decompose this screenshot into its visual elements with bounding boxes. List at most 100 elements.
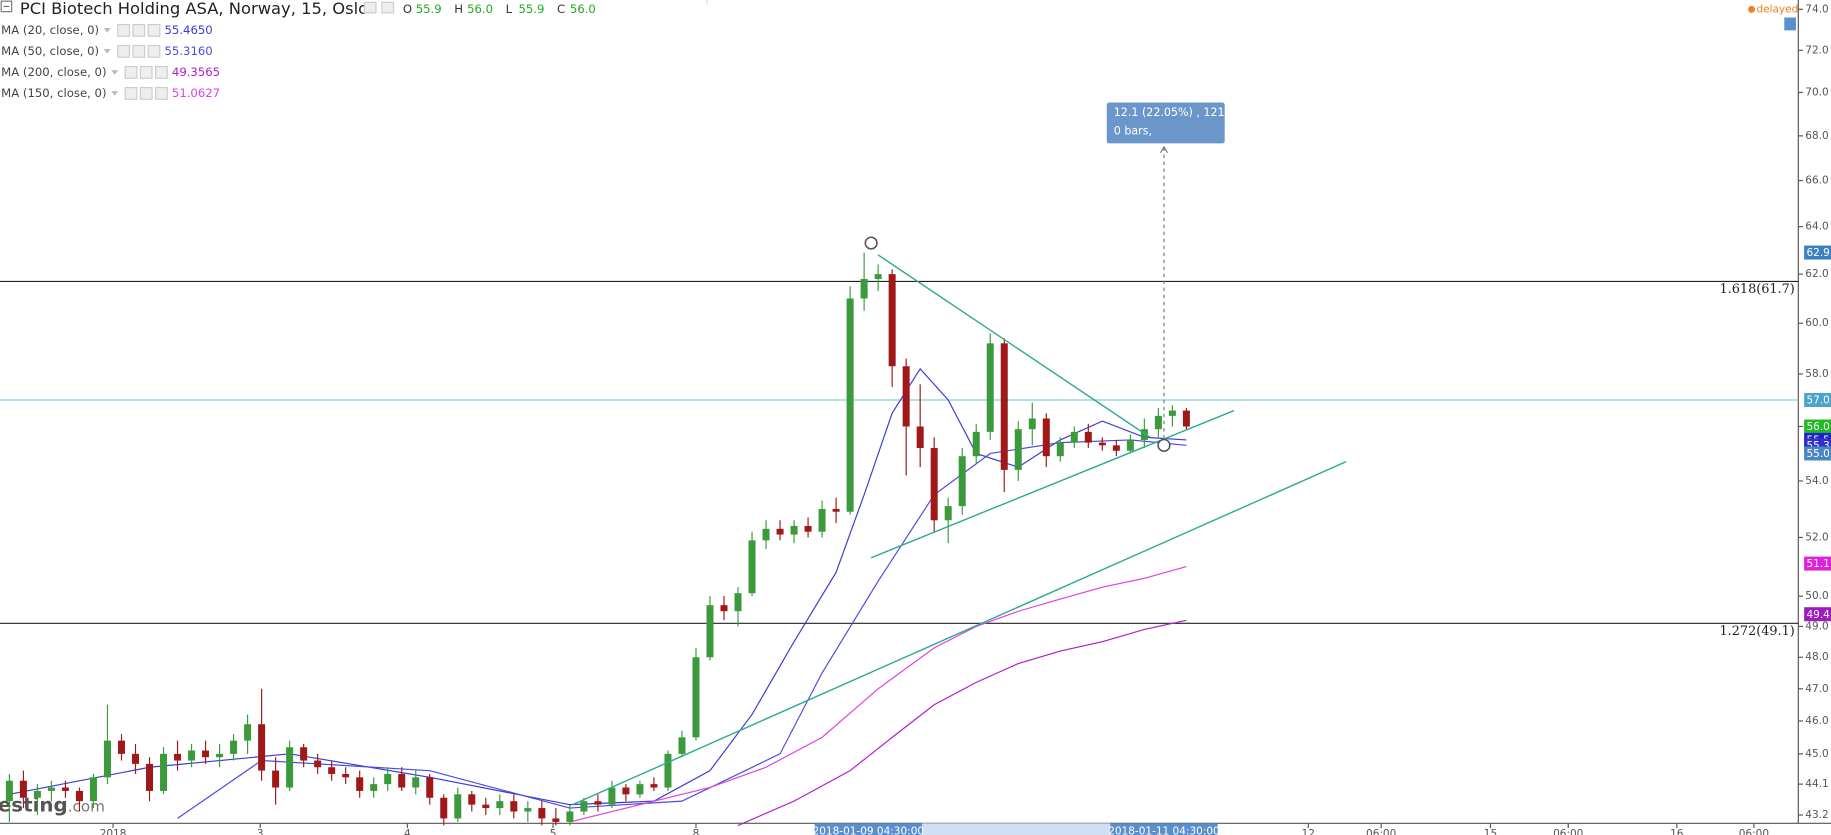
candle-body <box>1028 418 1036 430</box>
price-badge <box>1804 392 1831 408</box>
y-tick-label: 47.0 <box>1805 683 1828 695</box>
dropdown-caret <box>111 70 119 75</box>
indicator-icon <box>147 44 161 58</box>
candle-body <box>1112 445 1120 451</box>
x-tick-label: 06:00 <box>1366 828 1396 835</box>
candle-body <box>230 740 238 754</box>
indicator-name: MA (150, close, 0) <box>1 86 106 100</box>
candle-body <box>1168 410 1176 416</box>
candle-body <box>804 525 812 532</box>
measure-box <box>1106 102 1225 144</box>
candle-body <box>258 724 266 771</box>
candle-body <box>75 790 83 802</box>
candle-body <box>61 787 69 791</box>
price-badge-label: 62.9 <box>1806 247 1829 259</box>
header-icon <box>381 1 395 14</box>
candle-body <box>650 784 658 788</box>
dropdown-caret <box>103 28 111 33</box>
candle-body <box>482 804 490 809</box>
crosshair-range <box>922 823 1111 835</box>
measure-arrowhead <box>1159 145 1168 154</box>
y-tick-label: 46.0 <box>1805 715 1828 727</box>
candle-body <box>440 797 448 819</box>
candle-body <box>986 343 994 432</box>
x-tick-label: 4 <box>404 828 411 835</box>
candle-body <box>552 818 560 822</box>
candle-body <box>146 763 154 791</box>
candle-body <box>860 278 868 299</box>
indicator-name: MA (50, close, 0) <box>1 44 99 58</box>
candle-body <box>454 794 462 819</box>
candle-body <box>1070 431 1078 443</box>
candle-body <box>846 298 854 512</box>
status: delayed <box>1756 3 1798 15</box>
x-tick-label: 16 <box>1670 828 1684 835</box>
price-badge-label: 49.4 <box>1806 609 1830 621</box>
indicator-icon <box>117 23 131 37</box>
y-tick-label: 49.0 <box>1805 620 1828 632</box>
candle-body <box>1014 429 1022 470</box>
candle-body <box>1154 415 1162 430</box>
y-tick-label: 48.0 <box>1805 651 1828 663</box>
measure-text: 0 bars, <box>1114 125 1152 138</box>
indicator-icon <box>132 23 146 37</box>
ohlc-key: L <box>506 2 513 16</box>
price-badge <box>1804 419 1831 434</box>
candle-body <box>580 801 588 812</box>
candle-body <box>874 274 882 279</box>
dropdown-caret <box>111 91 119 96</box>
candle-body <box>1056 442 1064 457</box>
price-badge-label: 56.0 <box>1806 421 1829 433</box>
indicator-icon <box>132 44 146 58</box>
candle-body <box>174 753 182 761</box>
candle-body <box>958 456 966 507</box>
candle-body <box>566 811 574 822</box>
trend-line <box>870 409 1235 559</box>
header-divider <box>706 0 708 5</box>
candle-body <box>538 808 546 819</box>
candle-body <box>328 767 336 774</box>
candle-body <box>762 528 770 541</box>
y-tick-label: 54.0 <box>1805 475 1828 487</box>
candle-body <box>902 366 910 427</box>
y-tick-label: 45.0 <box>1805 748 1828 760</box>
candle-body <box>888 274 896 367</box>
y-tick-label: 64.0 <box>1805 221 1828 233</box>
y-tick-label: 66.0 <box>1805 175 1828 187</box>
anchor-marker <box>864 236 878 250</box>
candle-body <box>426 777 434 798</box>
ohlc-key: C <box>557 2 565 16</box>
crosshair-label: 2018-01-11 04:30:00 <box>1108 825 1220 835</box>
candle-body <box>356 777 364 791</box>
price-badge <box>1804 556 1831 571</box>
x-tick-label: 06:00 <box>1553 828 1583 835</box>
candle-body <box>160 753 168 791</box>
candle-body <box>706 605 714 658</box>
dropdown-caret <box>103 49 111 54</box>
watermark-suffix: .com <box>68 797 105 815</box>
indicator-icon <box>154 65 168 79</box>
candle-body <box>5 780 13 802</box>
candle-body <box>524 808 532 812</box>
trend-line <box>572 461 1347 806</box>
indicator-value: 55.4650 <box>164 23 212 37</box>
candle-body <box>1126 439 1134 451</box>
candle-body <box>412 777 420 788</box>
candle-body <box>930 448 938 521</box>
price-badge-label: 57.0 <box>1806 395 1829 407</box>
scroll-button[interactable] <box>1784 17 1796 31</box>
y-tick-label: 60.0 <box>1805 317 1828 329</box>
candle-body <box>818 508 826 532</box>
candle-body <box>510 801 518 812</box>
candle-body <box>131 753 139 764</box>
y-tick-label: 58.0 <box>1805 368 1828 380</box>
indicator-icon <box>147 23 161 37</box>
trend-line <box>877 254 1151 438</box>
collapse-icon[interactable] <box>0 0 13 13</box>
candle-body <box>398 773 406 788</box>
indicator-name: MA (200, close, 0) <box>1 65 106 79</box>
candle-body <box>594 801 602 805</box>
candle-body <box>1000 343 1008 470</box>
